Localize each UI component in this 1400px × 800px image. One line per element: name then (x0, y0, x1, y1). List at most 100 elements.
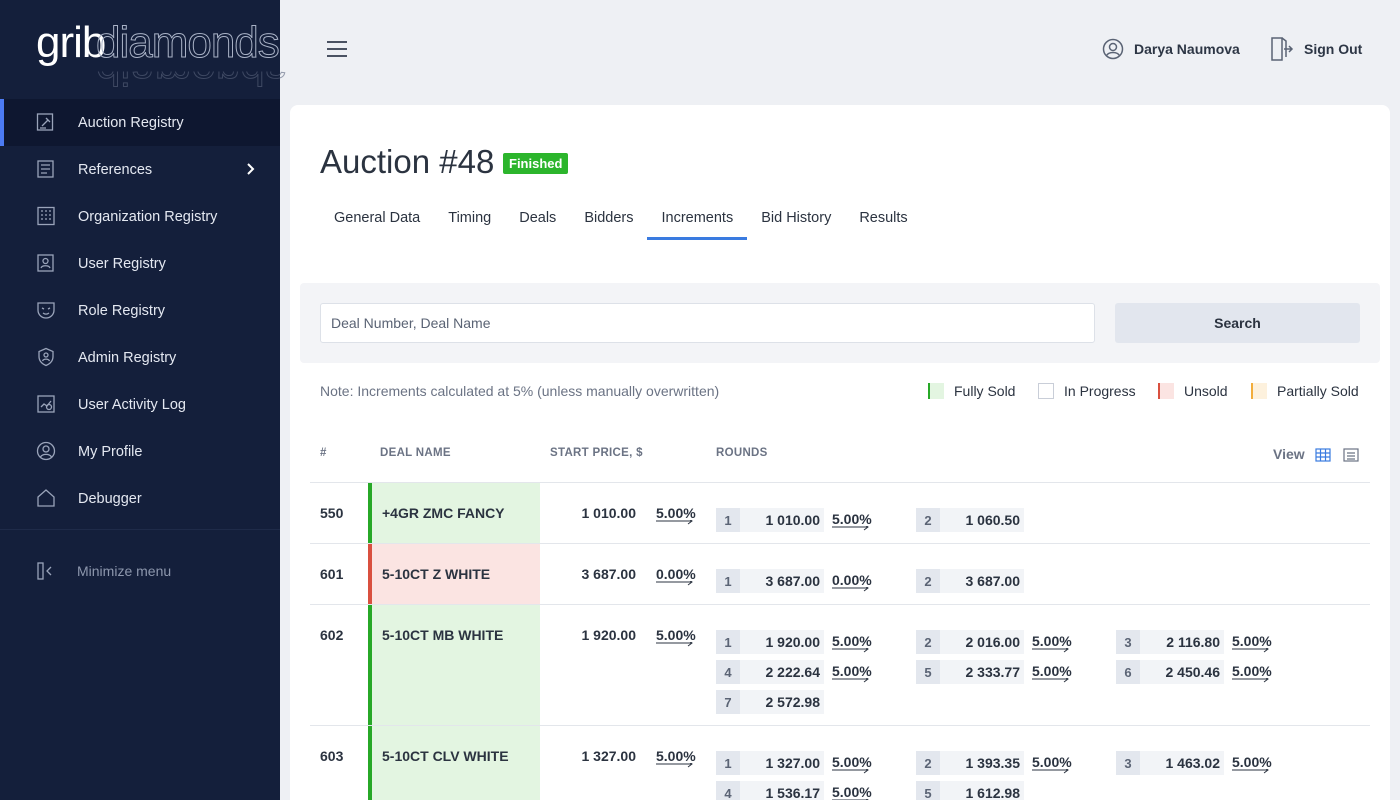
legend-item: In Progress (1038, 383, 1136, 399)
main-card: Auction #48 Finished General Data Timing… (290, 105, 1390, 800)
sidebar-item-organization-registry[interactable]: Organization Registry (0, 193, 280, 240)
deal-name: 5-10CT Z WHITE (382, 566, 491, 582)
sidebar-item-auction-registry[interactable]: Auction Registry (0, 99, 280, 146)
building-icon (37, 206, 55, 226)
search-input[interactable] (320, 303, 1095, 343)
tab-bidders[interactable]: Bidders (584, 210, 634, 226)
increment-underline-arrow (832, 648, 869, 653)
minimize-menu-label: Minimize menu (77, 563, 172, 579)
increment-underline-arrow (656, 520, 693, 525)
column-header-start-price: START PRICE, $ (550, 447, 643, 459)
sidebar-item-debugger[interactable]: Debugger (0, 475, 280, 522)
sidebar-item-label: My Profile (78, 443, 143, 460)
round-increment-link[interactable]: 5.00% (832, 784, 872, 800)
round-increment-value: 5.00% (1032, 633, 1072, 649)
deal-status-bar (368, 726, 372, 800)
tab-deals[interactable]: Deals (519, 210, 557, 226)
deal-name-cell[interactable]: 5-10CT CLV WHITE (368, 726, 540, 800)
user-menu[interactable]: Darya Naumova (1102, 38, 1240, 60)
round-increment-link[interactable]: 5.00% (1232, 754, 1272, 774)
round-increment-link[interactable]: 5.00% (832, 633, 872, 653)
round-increment-link[interactable]: 5.00% (1032, 663, 1072, 683)
deal-name-cell[interactable]: 5-10CT Z WHITE (368, 544, 540, 605)
round-increment-link[interactable]: 5.00% (832, 511, 872, 531)
increment-underline-arrow (832, 769, 869, 774)
sidebar-item-role-registry[interactable]: Role Registry (0, 287, 280, 334)
round-increment-value: 0.00% (832, 572, 872, 588)
round-price: 3 687.00 (940, 569, 1024, 593)
start-increment-value: 5.00% (656, 505, 696, 521)
sidebar-item-user-registry[interactable]: User Registry (0, 240, 280, 287)
search-button[interactable]: Search (1115, 303, 1360, 343)
round-increment-link[interactable]: 5.00% (1232, 663, 1272, 683)
increment-underline-arrow (1032, 769, 1069, 774)
auction-icon (36, 113, 54, 131)
increment-underline-arrow (656, 581, 693, 586)
search-panel: Search (300, 283, 1380, 363)
minimize-menu-button[interactable]: Minimize menu (0, 548, 280, 594)
increment-underline-arrow (656, 642, 693, 647)
round-number: 1 (716, 508, 740, 532)
start-increment-link[interactable]: 5.00% (656, 627, 696, 647)
legend-label: Fully Sold (954, 383, 1016, 399)
round-price: 2 450.46 (1140, 660, 1224, 684)
tab-general-data[interactable]: General Data (334, 210, 421, 226)
round-price: 1 536.17 (740, 781, 824, 800)
increment-note: Note: Increments calculated at 5% (unles… (320, 383, 720, 399)
legend-label: Partially Sold (1277, 383, 1359, 399)
round-number: 1 (716, 630, 740, 654)
sidebar-item-my-profile[interactable]: My Profile (0, 428, 280, 475)
round-increment-link[interactable]: 5.00% (832, 663, 872, 683)
deal-name-cell[interactable]: +4GR ZMC FANCY (368, 483, 540, 544)
sidebar-item-user-activity-log[interactable]: User Activity Log (0, 381, 280, 428)
brand-logo-part2: diamonds (96, 18, 281, 68)
round-number: 1 (716, 569, 740, 593)
round-increment-link[interactable]: 5.00% (832, 754, 872, 774)
round-price: 1 612.98 (940, 781, 1024, 800)
round-price: 2 222.64 (740, 660, 824, 684)
round-number: 3 (1116, 630, 1140, 654)
start-increment-link[interactable]: 5.00% (656, 748, 696, 768)
round-price: 1 010.00 (740, 508, 824, 532)
brand-logo[interactable]: grib diamonds diamonds (36, 16, 256, 80)
tab-bid-history[interactable]: Bid History (761, 210, 832, 226)
sidebar-item-admin-registry[interactable]: Admin Registry (0, 334, 280, 381)
column-header-deal-name: DEAL NAME (380, 447, 451, 459)
start-increment-link[interactable]: 0.00% (656, 566, 696, 586)
column-header-rounds: ROUNDS (716, 447, 768, 459)
increment-underline-arrow (656, 763, 693, 768)
user-avatar-icon (1102, 38, 1124, 60)
hamburger-menu-icon[interactable] (326, 40, 348, 58)
legend-swatch (1158, 383, 1174, 399)
deal-name: +4GR ZMC FANCY (382, 505, 505, 521)
round-increment-value: 5.00% (1232, 754, 1272, 770)
sidebar-item-references[interactable]: References (0, 146, 280, 193)
tab-results[interactable]: Results (859, 210, 908, 226)
collapse-icon (37, 562, 52, 580)
user-name: Darya Naumova (1134, 41, 1240, 57)
tab-bar: General Data Timing Deals Bidders Increm… (320, 202, 922, 240)
start-increment-link[interactable]: 5.00% (656, 505, 696, 525)
round-increment-link[interactable]: 0.00% (832, 572, 872, 592)
round-increment-link[interactable]: 5.00% (1232, 633, 1272, 653)
tab-increments[interactable]: Increments (647, 202, 747, 240)
deal-name-cell[interactable]: 5-10CT MB WHITE (368, 605, 540, 726)
increment-underline-arrow (1232, 648, 1269, 653)
round-increment-link[interactable]: 5.00% (1032, 754, 1072, 774)
grid-view-icon[interactable] (1315, 447, 1331, 463)
deal-name: 5-10CT CLV WHITE (382, 748, 509, 764)
round-number: 4 (716, 781, 740, 800)
round-increment-link[interactable]: 5.00% (1032, 633, 1072, 653)
round-increment-value: 5.00% (1032, 663, 1072, 679)
list-view-icon[interactable] (1343, 447, 1359, 463)
tab-timing[interactable]: Timing (448, 210, 492, 226)
round-price: 3 687.00 (740, 569, 824, 593)
sign-out-button[interactable]: Sign Out (1270, 36, 1362, 62)
sign-out-label: Sign Out (1304, 41, 1363, 57)
